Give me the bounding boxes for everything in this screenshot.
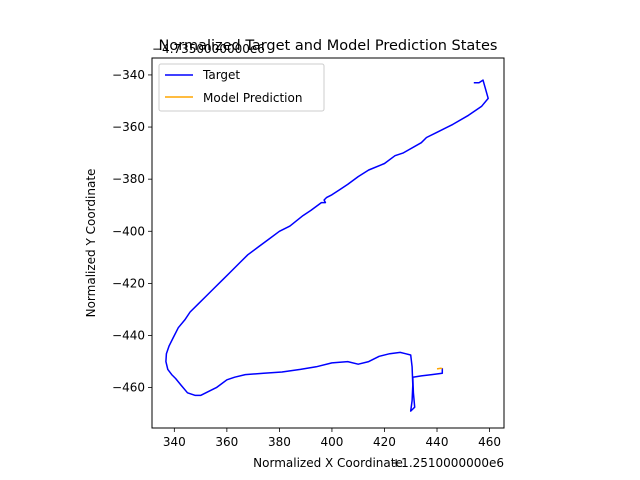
y-tick-label: −380: [112, 172, 145, 186]
series-line-model-prediction: [436, 367, 443, 370]
y-tick-label: −360: [112, 120, 145, 134]
x-tick-label: 360: [215, 435, 238, 449]
x-axis: 340 360 380 400 420 440 460: [163, 428, 501, 449]
y-tick-label: −460: [112, 381, 145, 395]
series-line-target: [165, 79, 489, 412]
x-tick-label: 400: [320, 435, 343, 449]
y-axis: −460 −440 −420 −400 −380 −360 −340: [112, 68, 152, 395]
x-tick-label: 460: [478, 435, 501, 449]
x-offset-label: +1.2510000000e6: [391, 456, 504, 470]
x-axis-label: Normalized X Coordinate: [253, 456, 403, 470]
legend-label-model-prediction: Model Prediction: [203, 91, 302, 105]
y-offset-label: −4.7350000000e6: [152, 42, 265, 56]
y-tick-label: −420: [112, 276, 145, 290]
x-tick-label: 380: [268, 435, 291, 449]
chart-title: Normalized Target and Model Prediction S…: [159, 38, 498, 54]
plot-area: [151, 57, 505, 429]
y-tick-label: −400: [112, 224, 145, 238]
legend-label-target: Target: [202, 68, 240, 82]
y-tick-label: −440: [112, 329, 145, 343]
series-layer: [165, 79, 489, 412]
legend: Target Model Prediction: [158, 63, 325, 112]
y-axis-label: Normalized Y Coordinate: [84, 169, 98, 318]
x-tick-label: 340: [163, 435, 186, 449]
legend-frame: [158, 63, 325, 112]
plot-frame: [151, 57, 505, 429]
x-tick-label: 440: [426, 435, 449, 449]
y-tick-label: −340: [112, 68, 145, 82]
x-tick-label: 420: [373, 435, 396, 449]
